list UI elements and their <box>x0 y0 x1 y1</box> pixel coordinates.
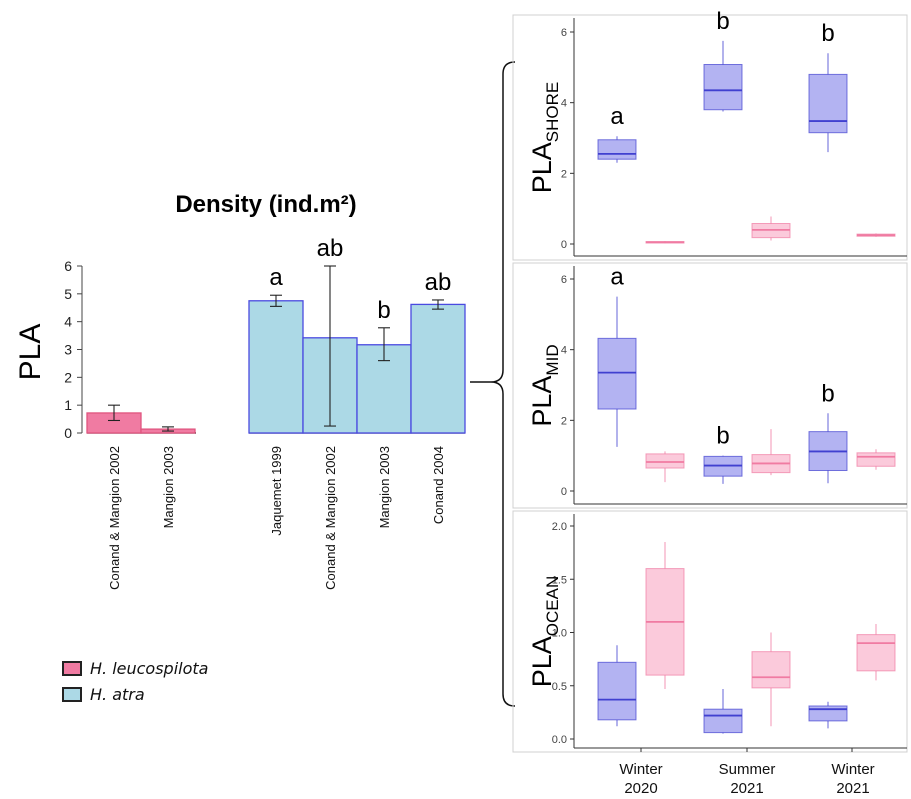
bar-y-tick-label: 0 <box>64 425 72 441</box>
legend: H. leucospilota H. atra <box>62 655 208 707</box>
box-ocean-h-atra-winter-2020 <box>597 661 637 721</box>
bar-category-label: Conand & Mangion 2002 <box>107 446 122 590</box>
legend-label-atra: H. atra <box>90 684 145 704</box>
season-label-line1: Winter <box>619 761 663 778</box>
panel-y-axis-label: PLAOCEAN <box>527 576 562 688</box>
box-shore-h-atra-winter-2021 <box>808 73 848 134</box>
season-label-line2: 2020 <box>624 780 658 797</box>
panel-y-tick-label: 6 <box>561 27 567 39</box>
box-ocean-h-atra-summer-2021 <box>703 708 743 734</box>
panel-y-tick-label: 0 <box>561 239 567 251</box>
bar-y-tick-label: 2 <box>64 369 72 385</box>
panel-y-tick-label: 6 <box>561 274 567 286</box>
legend-item-atra: H. atra <box>62 681 208 707</box>
panel-frame <box>512 262 908 509</box>
panel-y-tick-label: 2 <box>561 168 567 180</box>
panel-y-label-main: PLA <box>527 376 557 427</box>
box-ocean-h-leucospilota-summer-2021 <box>751 651 791 689</box>
panel-y-axis-label: PLASHORE <box>527 82 562 194</box>
significance-letter: b <box>716 423 729 450</box>
panel-y-tick-label: 2 <box>561 415 567 427</box>
season-label-line2: 2021 <box>730 780 764 797</box>
significance-letter: b <box>821 20 834 47</box>
bar-h-atra-conand-2004 <box>410 303 466 434</box>
bar-chart-title: Density (ind.m²) <box>175 191 356 218</box>
bar-category-label: Conand & Mangion 2002 <box>323 446 338 590</box>
panel-y-axis-label: PLAMID <box>527 344 562 426</box>
panel-frame <box>512 14 908 261</box>
box-mid-h-atra-winter-2020 <box>597 337 637 410</box>
panel-y-tick-label: 0.0 <box>552 734 567 746</box>
panel-y-label-main: PLA <box>527 636 557 687</box>
panel-y-label-main: PLA <box>527 142 557 193</box>
significance-letter: b <box>821 380 834 407</box>
significance-letter: a <box>610 264 624 291</box>
bar-category-label: Conand 2004 <box>431 446 446 524</box>
season-label-line1: Summer <box>718 761 776 778</box>
season-label-winter-2020: Winter 2020 <box>596 760 686 798</box>
legend-swatch-atra <box>62 686 82 702</box>
significance-letter: a <box>269 264 283 291</box>
bar-y-tick-label: 5 <box>64 286 72 302</box>
box-ocean-h-atra-winter-2021 <box>808 705 848 722</box>
significance-letter: ab <box>317 235 344 262</box>
panel-bracket <box>490 61 516 707</box>
season-label-winter-2021: Winter 2021 <box>808 760 898 798</box>
significance-letter: b <box>716 8 729 35</box>
panel-y-tick-label: 1.5 <box>552 574 567 586</box>
bar-y-tick-label: 4 <box>64 314 72 330</box>
box-shore-h-atra-summer-2021 <box>703 64 743 111</box>
significance-letter: ab <box>425 269 452 296</box>
bar-y-tick-label: 3 <box>64 342 72 358</box>
box-shore-h-atra-winter-2020 <box>597 139 637 160</box>
box-ocean-h-leucospilota-winter-2021 <box>856 634 896 672</box>
box-mid-h-leucospilota-winter-2021 <box>856 452 896 467</box>
panel-y-tick-label: 0 <box>561 486 567 498</box>
season-label-line2: 2021 <box>836 780 870 797</box>
panel-y-tick-label: 0.5 <box>552 681 567 693</box>
season-label-summer-2021: Summer 2021 <box>702 760 792 798</box>
bar-y-axis-label: PLA <box>14 324 47 381</box>
panel-y-label-sub: MID <box>543 344 562 375</box>
legend-swatch-leucospilota <box>62 660 82 676</box>
panel-y-tick-label: 2.0 <box>552 521 567 533</box>
box-mid-h-leucospilota-winter-2020 <box>645 453 685 469</box>
legend-item-leucospilota: H. leucospilota <box>62 655 208 681</box>
season-label-line1: Winter <box>831 761 875 778</box>
panel-y-tick-label: 4 <box>561 345 567 357</box>
significance-letter: b <box>377 297 390 324</box>
legend-label-leucospilota: H. leucospilota <box>90 658 209 678</box>
panel-frame <box>512 510 908 753</box>
bar-category-label: Jaquemet 1999 <box>269 446 284 536</box>
bar-y-tick-label: 6 <box>64 258 72 274</box>
bar-y-tick-label: 1 <box>64 397 72 413</box>
panel-y-label-sub: SHORE <box>543 82 562 142</box>
panel-y-tick-label: 1.0 <box>552 628 567 640</box>
significance-letter: a <box>610 103 624 130</box>
panel-y-tick-label: 4 <box>561 98 567 110</box>
bar-h-atra-jaquemet-1999 <box>248 300 304 434</box>
bar-category-label: Mangion 2003 <box>161 446 176 528</box>
bar-category-label: Mangion 2003 <box>377 446 392 528</box>
panel-y-label-sub: OCEAN <box>543 576 562 636</box>
